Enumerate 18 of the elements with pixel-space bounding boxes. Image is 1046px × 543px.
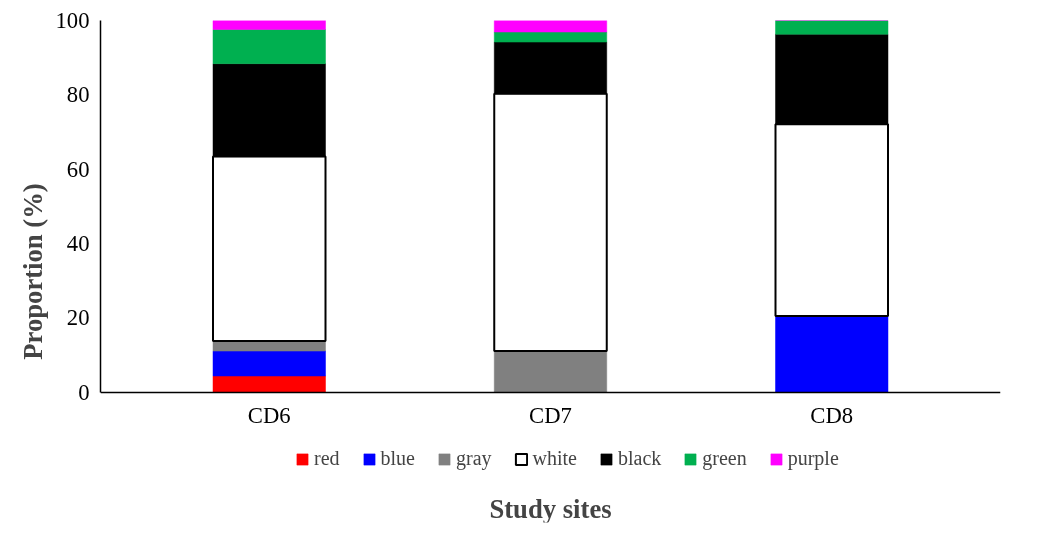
x-tick-label: CD8 — [810, 403, 854, 429]
legend-label: red — [314, 447, 340, 470]
y-tick-label: 60 — [66, 156, 90, 182]
y-tick-label: 0 — [78, 379, 90, 405]
legend-label: gray — [455, 447, 492, 470]
legend-label: purple — [787, 447, 839, 470]
legend-label: white — [532, 447, 577, 470]
x-axis-title: Study sites — [489, 493, 612, 524]
legend-label: green — [702, 447, 747, 470]
y-tick-label: 80 — [66, 82, 90, 108]
legend-label: blue — [380, 447, 415, 470]
y-tick-label: 40 — [66, 231, 90, 257]
x-tick-label: CD7 — [529, 403, 572, 429]
x-tick-label: CD6 — [247, 403, 291, 429]
y-axis-title: Proportion (%) — [17, 183, 48, 360]
y-tick-label: 100 — [55, 8, 90, 33]
y-tick-label: 20 — [66, 305, 90, 331]
legend-label: black — [617, 447, 662, 470]
